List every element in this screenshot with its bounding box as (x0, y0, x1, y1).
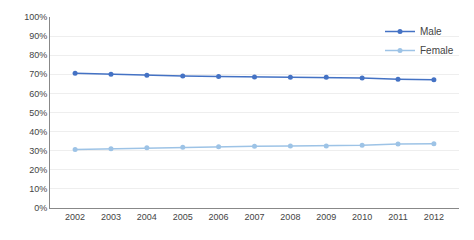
svg-text:2012: 2012 (424, 212, 444, 222)
svg-text:10%: 10% (29, 184, 47, 194)
svg-text:2007: 2007 (244, 212, 264, 222)
svg-text:30%: 30% (29, 146, 47, 156)
svg-text:2005: 2005 (173, 212, 193, 222)
svg-text:2002: 2002 (65, 212, 85, 222)
svg-text:0%: 0% (34, 203, 47, 213)
svg-text:100%: 100% (24, 12, 47, 22)
svg-text:2009: 2009 (316, 212, 336, 222)
svg-text:40%: 40% (29, 127, 47, 137)
svg-text:80%: 80% (29, 50, 47, 60)
svg-text:60%: 60% (29, 89, 47, 99)
svg-text:2003: 2003 (101, 212, 121, 222)
svg-text:20%: 20% (29, 165, 47, 175)
svg-text:90%: 90% (29, 31, 47, 41)
svg-text:70%: 70% (29, 69, 47, 79)
svg-text:2008: 2008 (280, 212, 300, 222)
svg-text:2011: 2011 (388, 212, 407, 222)
svg-text:2010: 2010 (352, 212, 372, 222)
svg-text:Male: Male (420, 26, 442, 37)
svg-text:Female: Female (420, 45, 454, 56)
svg-text:50%: 50% (29, 108, 47, 118)
svg-text:2004: 2004 (137, 212, 157, 222)
svg-text:2006: 2006 (209, 212, 229, 222)
